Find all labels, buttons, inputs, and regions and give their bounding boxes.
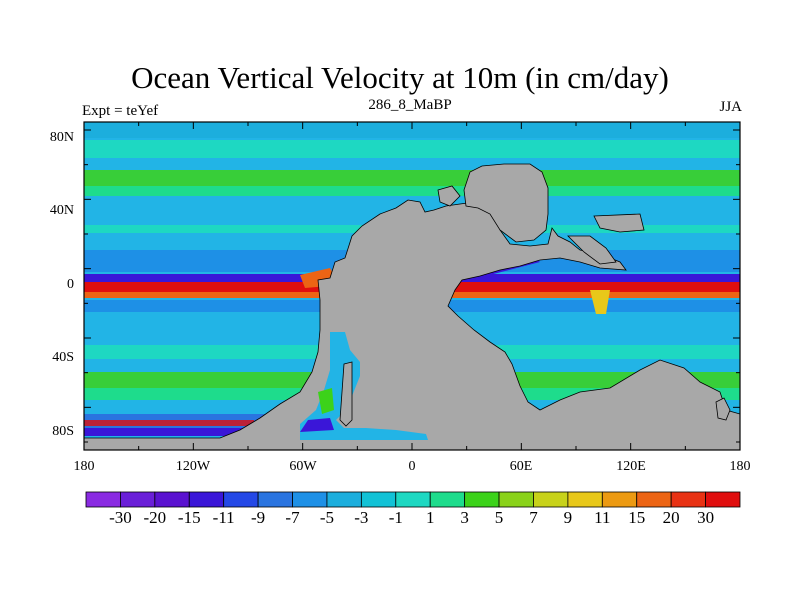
- colorbar-label: -1: [388, 508, 403, 527]
- colorbar: [85, 491, 741, 508]
- colorbar-label: 7: [529, 508, 538, 527]
- period-label: 286_8_MaBP: [368, 97, 452, 113]
- colorbar-swatch: [326, 491, 362, 508]
- colorbar-label: -3: [354, 508, 369, 527]
- midlatitude-edge-north: [84, 186, 740, 196]
- colorbar-label: 30: [697, 508, 715, 527]
- tethys-microcontinent: [437, 185, 461, 207]
- cathaysia-block: [567, 235, 617, 265]
- colorbar-label: 20: [662, 508, 680, 527]
- map-plot-area: [84, 122, 740, 450]
- colorbar-label: -20: [143, 508, 167, 527]
- lon-label-60w: 60W: [289, 459, 317, 474]
- colorbar-swatch: [85, 491, 121, 508]
- colorbar-label: 11: [594, 508, 611, 527]
- colorbar-swatch: [601, 491, 638, 508]
- lon-label-120w: 120W: [175, 459, 211, 474]
- axis-ticks: [83, 122, 741, 450]
- colorbar-swatch: [670, 491, 706, 508]
- lat-label-80s: 80S: [52, 424, 74, 439]
- colorbar-swatch: [636, 491, 672, 508]
- lon-label-0: 0: [408, 459, 416, 474]
- colorbar-label: -7: [285, 508, 300, 527]
- lat-label-80n: 80N: [49, 130, 74, 145]
- inland-basin: [300, 332, 428, 440]
- siberia-landmass: [463, 163, 549, 243]
- basin-upwelling: [318, 388, 334, 414]
- colorbar-label: -9: [251, 508, 266, 527]
- colorbar-swatch: [567, 491, 603, 508]
- colorbar-swatch: [360, 491, 397, 508]
- colorbar-swatch: [498, 491, 534, 508]
- lon-label-180w: 180: [73, 459, 95, 474]
- pangea-landmass: [84, 199, 740, 450]
- antarctic-coast-downwelling: [84, 428, 254, 436]
- colorbar-label: 9: [563, 508, 573, 527]
- lat-label-40s: 40S: [52, 350, 74, 365]
- colorbar-label: 3: [460, 508, 469, 527]
- colorbar-swatch: [292, 491, 328, 508]
- experiment-label: Expt = teYef: [82, 103, 159, 119]
- lon-label-180e: 180: [729, 459, 751, 474]
- colorbar-label: -11: [212, 508, 235, 527]
- south-china-block: [593, 213, 645, 233]
- colorbar-label: -5: [319, 508, 335, 527]
- colorbar-swatch: [188, 491, 225, 508]
- colorbar-swatch: [464, 491, 500, 508]
- colorbar-label: 1: [425, 508, 435, 527]
- colorbar-swatch: [120, 491, 156, 508]
- lon-label-120e: 120E: [616, 459, 646, 474]
- colorbar-label: 15: [628, 508, 646, 527]
- lat-label-40n: 40N: [49, 203, 74, 218]
- lon-label-60e: 60E: [509, 459, 533, 474]
- colorbar-label: 5: [494, 508, 504, 527]
- colorbar-swatch: [257, 491, 293, 508]
- colorbar-swatch: [154, 491, 190, 508]
- colorbar-label: -15: [177, 508, 201, 527]
- map-title: Ocean Vertical Velocity at 10m (in cm/da…: [131, 60, 669, 95]
- colorbar-swatch: [429, 491, 466, 508]
- colorbar-swatch: [705, 491, 741, 508]
- midlatitude-band-north: [84, 170, 740, 186]
- subpolar-band-north: [84, 140, 740, 158]
- southern-island: [715, 397, 731, 421]
- colorbar-swatch: [533, 491, 569, 508]
- basin-downwelling: [300, 418, 334, 432]
- colorbar-swatch: [223, 491, 259, 508]
- antarctic-coast-upwelling: [84, 420, 254, 426]
- colorbar-swatch: [395, 491, 431, 508]
- lat-label-equator: 0: [67, 277, 74, 292]
- colorbar-label: -30: [109, 508, 132, 527]
- basin-peninsula: [339, 361, 353, 427]
- coastal-upwelling-east: [590, 290, 610, 314]
- season-label: JJA: [719, 99, 742, 115]
